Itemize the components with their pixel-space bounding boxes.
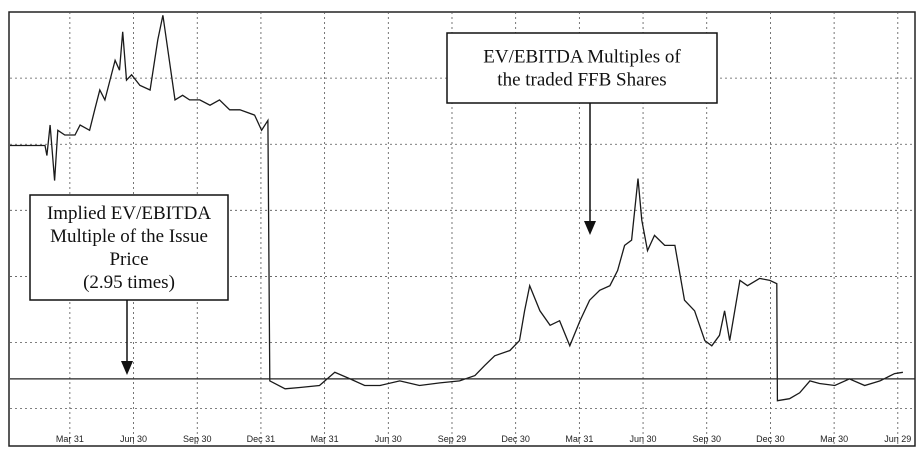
x-tick-label: Dec 30 <box>501 434 530 444</box>
arrow-head <box>584 221 596 235</box>
x-tick-label: Sep 30 <box>183 434 212 444</box>
x-tick-label: Sep 29 <box>438 434 467 444</box>
annotation-text: Multiple of the Issue <box>50 226 208 247</box>
annotation-text: (2.95 times) <box>83 272 175 293</box>
x-tick-label: Dec 30 <box>756 434 785 444</box>
x-tick-label: Mar 31 <box>565 434 593 444</box>
annotation-text: Implied EV/EBITDA <box>47 203 211 224</box>
annotation-text: EV/EBITDA Multiples of <box>483 47 681 68</box>
arrow-head <box>121 361 133 375</box>
x-tick-label: Mar 31 <box>56 434 84 444</box>
x-tick-label: Sep 30 <box>692 434 721 444</box>
x-tick-label: Mar 31 <box>311 434 339 444</box>
x-tick-label: Jun 29 <box>884 434 911 444</box>
annotation-box <box>446 32 718 104</box>
x-tick-label: Mar 30 <box>820 434 848 444</box>
annotation-text: Price <box>109 249 148 270</box>
x-tick-label: Dec 31 <box>247 434 276 444</box>
x-tick-label: Jun 30 <box>630 434 657 444</box>
x-tick-label: Jun 30 <box>120 434 147 444</box>
annotation-box <box>29 194 229 301</box>
x-tick-label: Jun 30 <box>375 434 402 444</box>
annotation-text: the traded FFB Shares <box>497 70 666 91</box>
